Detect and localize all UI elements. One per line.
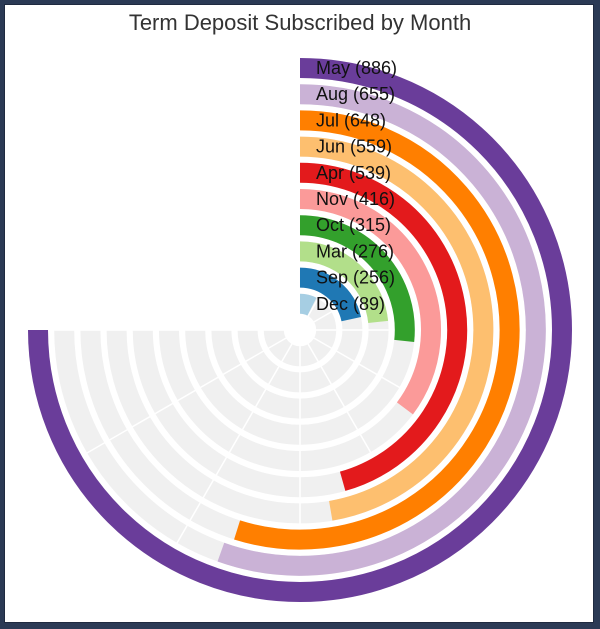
label-nov: Nov (416) <box>316 189 395 209</box>
label-sep: Sep (256) <box>316 268 395 288</box>
bar-labels: May (886) Aug (655) Jul (648) Jun (559) Apr … <box>316 58 397 314</box>
grid-spoke <box>163 338 296 566</box>
label-aug: Aug (655) <box>316 84 395 104</box>
label-mar: Mar (276) <box>316 241 394 261</box>
label-may: May (886) <box>316 58 397 78</box>
label-oct: Oct (315) <box>316 215 391 235</box>
label-apr: Apr (539) <box>316 163 391 183</box>
bar-jul <box>234 110 520 550</box>
label-dec: Dec (89) <box>316 294 385 314</box>
bar-may <box>28 58 572 602</box>
label-jul: Jul (648) <box>316 110 386 130</box>
bar-dec <box>299 293 317 316</box>
chart-title: Term Deposit Subscribed by Month <box>129 10 471 35</box>
bar-sep <box>299 267 362 322</box>
bar-oct <box>299 215 415 342</box>
label-jun: Jun (559) <box>316 137 392 157</box>
bar-nov <box>299 189 441 415</box>
bar-apr <box>299 162 468 491</box>
bar-aug <box>217 84 546 576</box>
grid-spoke <box>64 334 292 467</box>
bar-mar <box>299 241 389 324</box>
bar-jun <box>299 136 494 521</box>
track-dec <box>263 293 337 367</box>
bars <box>28 58 572 602</box>
